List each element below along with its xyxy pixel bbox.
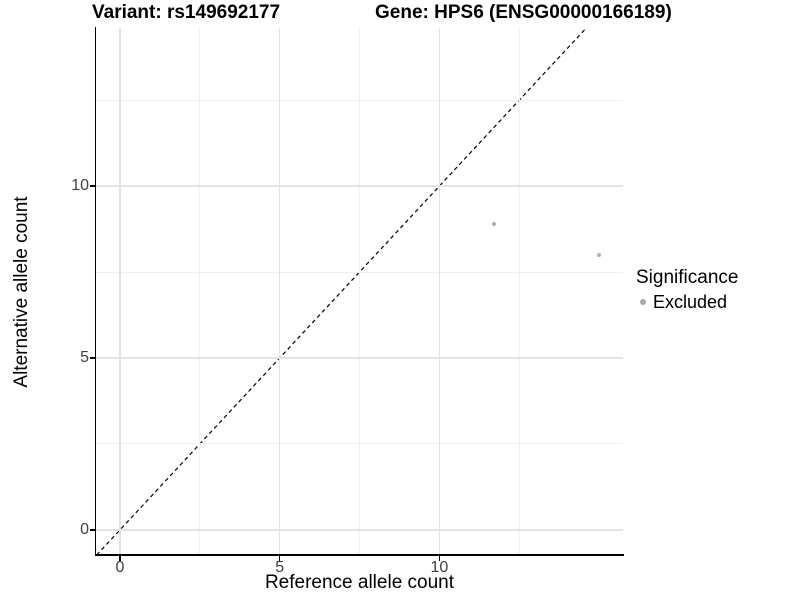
- plot-panel: [96, 27, 623, 556]
- x-tick-label: 10: [430, 559, 449, 576]
- x-minor-gridline: [518, 28, 520, 555]
- x-major-gridline: [279, 28, 281, 555]
- y-major-gridline: [96, 357, 623, 359]
- y-minor-gridline: [96, 99, 623, 101]
- x-tick-mark: [119, 556, 121, 561]
- data-point: [491, 221, 496, 226]
- x-tick-mark: [278, 556, 281, 561]
- x-axis-line: [95, 554, 624, 556]
- gene-title: Gene: HPS6 (ENSG00000166189): [375, 2, 672, 23]
- x-major-gridline: [119, 28, 121, 555]
- y-tick-label: 10: [71, 177, 89, 195]
- y-tick-mark: [90, 529, 95, 531]
- y-tick-label: 0: [80, 520, 89, 538]
- legend-items: Excluded: [636, 292, 796, 312]
- y-major-gridline: [96, 529, 623, 531]
- x-tick-label: 0: [115, 559, 125, 576]
- legend: Significance Excluded: [636, 267, 796, 312]
- legend-key-dot: [640, 299, 646, 305]
- y-axis-title: Alternative allele count: [11, 196, 32, 388]
- y-minor-gridline: [96, 443, 623, 445]
- data-point: [597, 252, 602, 257]
- y-tick-mark: [90, 185, 95, 187]
- variant-title: Variant: rs149692177: [92, 2, 281, 23]
- y-tick-mark: [90, 357, 95, 359]
- x-major-gridline: [438, 28, 440, 555]
- x-tick-label: 5: [275, 559, 285, 576]
- legend-title: Significance: [636, 267, 739, 288]
- legend-item: Excluded: [636, 292, 796, 312]
- y-major-gridline: [96, 185, 623, 187]
- y-axis-line: [94, 27, 97, 555]
- y-minor-gridline: [96, 271, 623, 273]
- legend-item-label: Excluded: [653, 292, 728, 312]
- x-axis-title: Reference allele count: [264, 572, 455, 593]
- x-minor-gridline: [199, 28, 201, 555]
- y-tick-label: 5: [80, 349, 89, 367]
- x-tick-mark: [438, 556, 441, 561]
- x-minor-gridline: [359, 28, 360, 555]
- identity-line: [96, 27, 587, 556]
